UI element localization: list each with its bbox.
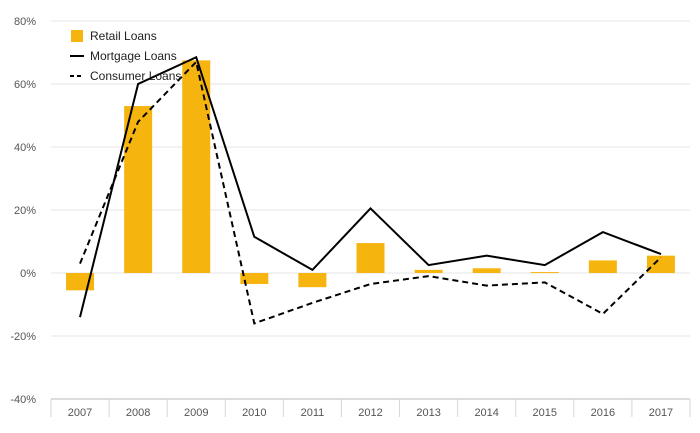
x-tick-label: 2013 [416, 407, 440, 419]
x-tick-label: 2012 [358, 407, 382, 419]
bar [182, 60, 211, 273]
y-tick-label: 40% [14, 142, 36, 154]
bar [240, 273, 269, 285]
x-tick-label: 2015 [533, 407, 557, 419]
x-tick-label: 2016 [591, 407, 615, 419]
axes: -40% -20% 0% 20% 40% 60% 80% 2007 2008 2009 2010 20… [10, 16, 691, 419]
lines [79, 55, 662, 325]
x-tick-label: 2017 [649, 407, 673, 419]
bar [646, 255, 675, 273]
bar [472, 268, 501, 273]
x-tick-label: 2014 [474, 407, 498, 419]
mortgage-loans-line [79, 55, 662, 318]
bar [356, 243, 385, 273]
legend-label-consumer: Consumer Loans [90, 69, 181, 83]
bar [530, 272, 559, 274]
y-tick-label: 80% [14, 16, 36, 28]
x-tick-label: 2009 [184, 407, 208, 419]
x-tick-label: 2007 [68, 407, 92, 419]
legend-swatch-retail [71, 30, 83, 42]
bar [588, 260, 617, 273]
bar [414, 269, 443, 273]
grid [51, 20, 690, 337]
x-tick-label: 2010 [242, 407, 266, 419]
consumer-loans-line [79, 59, 662, 325]
bar [124, 106, 153, 273]
y-tick-label: 0% [20, 268, 36, 280]
bar [298, 273, 327, 288]
y-tick-label: -20% [10, 331, 36, 343]
y-tick-label: -40% [10, 394, 36, 406]
bars [66, 60, 675, 291]
legend-label-retail: Retail Loans [90, 29, 157, 43]
legend-label-mortgage: Mortgage Loans [90, 49, 177, 63]
legend: Retail Loans Mortgage Loans Consumer Loa… [70, 29, 181, 83]
x-tick-label: 2008 [126, 407, 150, 419]
x-tick-label: 2011 [301, 407, 325, 419]
y-tick-label: 20% [14, 205, 36, 217]
y-tick-label: 60% [14, 79, 36, 91]
